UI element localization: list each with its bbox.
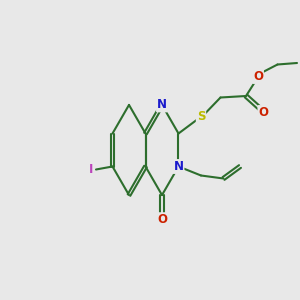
Text: I: I <box>89 163 94 176</box>
Text: O: O <box>157 213 167 226</box>
Text: N: N <box>157 98 167 111</box>
Text: N: N <box>173 160 184 173</box>
Text: O: O <box>258 106 268 119</box>
Text: S: S <box>197 110 205 124</box>
Text: O: O <box>253 70 263 83</box>
